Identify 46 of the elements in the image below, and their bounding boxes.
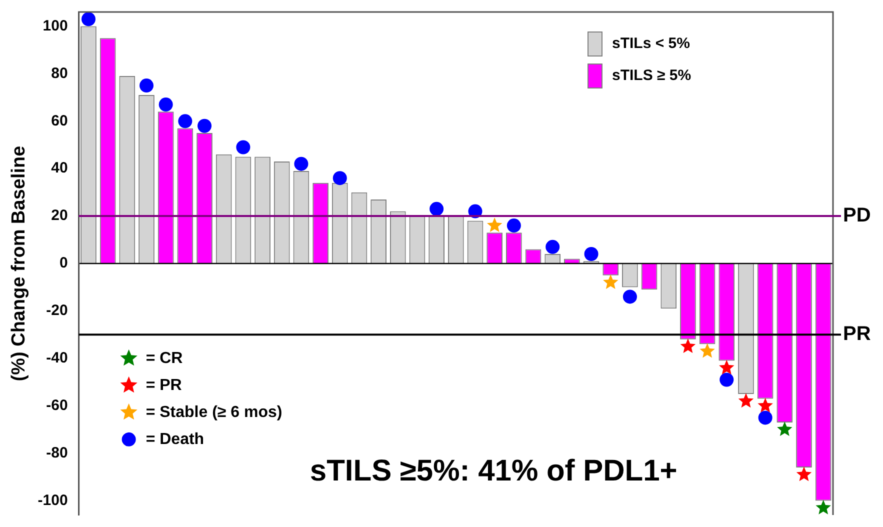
- point: [198, 118, 212, 133]
- point: [700, 343, 715, 358]
- ref-line-label: PR: [843, 323, 872, 346]
- legend-label: sTILS ≥ 5%: [612, 67, 692, 84]
- point: [430, 202, 444, 216]
- point: [816, 500, 831, 514]
- point: [796, 466, 812, 482]
- point: [777, 422, 792, 436]
- ref-line-label: PD: [843, 204, 871, 227]
- legend-label: = CR: [146, 350, 184, 367]
- point: [140, 78, 154, 93]
- point: [603, 274, 618, 289]
- legend-label: = Stable (≥ 6 mos): [146, 404, 282, 421]
- y-tick-label: 20: [51, 207, 68, 224]
- point: [622, 290, 637, 304]
- y-tick-label: 100: [42, 17, 68, 34]
- y-tick-label: 40: [51, 160, 68, 177]
- y-tick-label: 80: [51, 64, 68, 82]
- point: [738, 393, 754, 408]
- y-tick-label: -60: [46, 397, 68, 414]
- point: [332, 171, 347, 186]
- point: [81, 12, 96, 26]
- legend-label: sTILs < 5%: [612, 35, 690, 52]
- annotation: sTILS ≥5%: 41% of PDL1+: [310, 454, 678, 488]
- y-tick-label: -40: [46, 350, 68, 367]
- point: [236, 140, 250, 154]
- point: [584, 247, 598, 262]
- y-tick-label: 0: [59, 254, 68, 272]
- y-tick-label: -20: [46, 302, 68, 320]
- point: [719, 360, 734, 374]
- legend-label: = Death: [146, 430, 204, 448]
- y-tick-label: -100: [38, 492, 68, 509]
- y-axis-title: (%) Change from Baseline: [8, 146, 30, 382]
- y-tick-label: -80: [46, 444, 68, 462]
- point: [720, 372, 734, 387]
- point: [294, 156, 308, 171]
- point: [158, 98, 173, 112]
- point: [758, 410, 772, 425]
- point: [758, 398, 773, 412]
- point: [680, 338, 696, 354]
- point: [178, 114, 192, 128]
- y-tick-label: 60: [51, 112, 68, 130]
- point: [486, 218, 502, 232]
- legend-label: = PR: [146, 376, 182, 394]
- point: [506, 218, 521, 233]
- point: [546, 240, 560, 254]
